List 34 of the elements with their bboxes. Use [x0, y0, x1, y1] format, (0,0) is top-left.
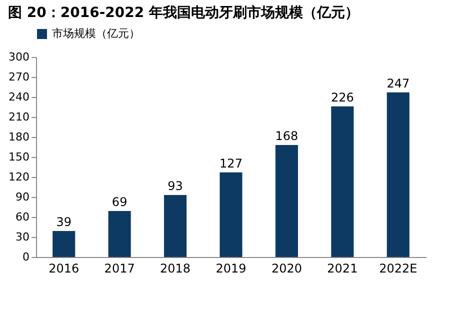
x-tick-label: 2019	[216, 262, 246, 276]
y-tick-label: 120	[8, 170, 30, 184]
bar	[220, 172, 242, 257]
y-tick-label: 0	[22, 250, 30, 264]
y-tick-label: 90	[16, 190, 30, 204]
bar	[331, 106, 354, 257]
bar	[52, 231, 76, 257]
bar	[108, 211, 131, 257]
y-tick-label: 270	[8, 70, 30, 84]
data-label: 127	[220, 156, 242, 170]
bar	[386, 92, 410, 257]
data-label: 93	[168, 179, 183, 193]
y-tick-label: 240	[8, 90, 30, 104]
y-tick-label: 210	[8, 110, 30, 124]
data-label: 247	[386, 76, 410, 90]
data-label: 69	[112, 195, 128, 209]
y-tick-label: 150	[8, 150, 30, 164]
y-tick-label: 60	[16, 210, 30, 224]
data-label: 226	[330, 90, 354, 104]
chart-title: 图 20：2016-2022 年我国电动牙刷市场规模（亿元）	[8, 4, 359, 21]
legend-label: 市场规模（亿元）	[52, 27, 140, 40]
x-tick-label: 2018	[160, 262, 191, 276]
x-tick-label: 2021	[327, 262, 358, 276]
x-tick-label: 2022E	[379, 262, 418, 276]
x-tick-label: 2016	[48, 262, 80, 276]
x-tick-label: 2020	[271, 262, 302, 276]
data-label: 39	[56, 215, 72, 229]
x-tick-label: 2017	[104, 262, 135, 276]
y-tick-label: 30	[16, 230, 30, 244]
data-label: 168	[275, 129, 298, 143]
bar	[164, 195, 187, 257]
y-tick-label: 180	[8, 130, 30, 144]
y-tick-label: 300	[8, 50, 30, 64]
bar	[275, 145, 298, 257]
